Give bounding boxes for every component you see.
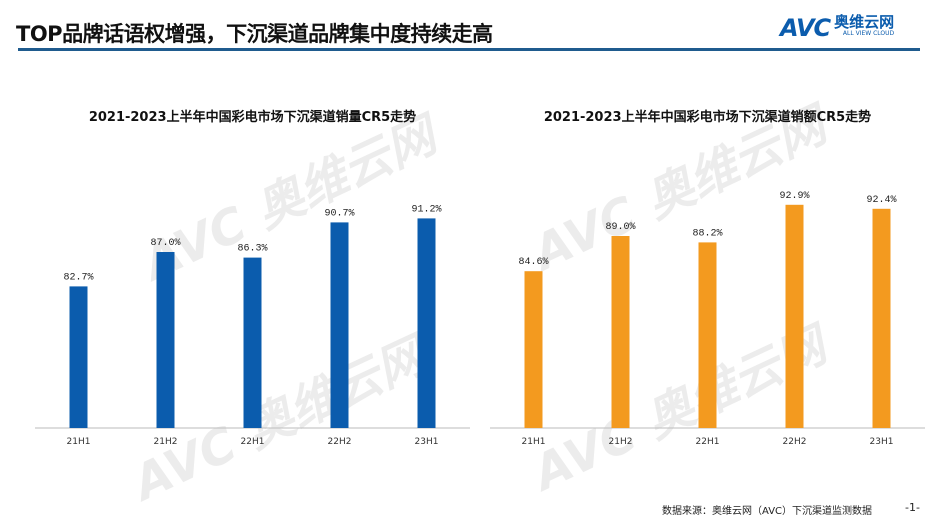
- data-label: 91.2%: [411, 204, 441, 215]
- x-tick-label: 22H2: [783, 437, 807, 447]
- x-tick-label: 22H2: [328, 437, 352, 447]
- page-number: -1-: [905, 501, 920, 514]
- avc-logo: AVC 奥维云网 ALL VIEW CLOUD: [780, 14, 894, 42]
- x-tick-label: 22H1: [241, 437, 265, 447]
- bar-21H2: [611, 236, 630, 428]
- x-tick-label: 22H1: [696, 437, 720, 447]
- bar-22H2: [785, 204, 804, 428]
- bar-21H2: [156, 252, 175, 428]
- logo-cn: 奥维云网: [834, 13, 895, 31]
- chart-title-volume: 2021-2023上半年中国彩电市场下沉渠道销量CR5走势: [88, 110, 417, 125]
- x-tick-label: 21H1: [522, 437, 546, 447]
- page-title: TOP品牌话语权增强，下沉渠道品牌集中度持续走高: [16, 22, 493, 46]
- bar-21H1: [524, 271, 543, 428]
- data-label: 86.3%: [237, 244, 267, 255]
- x-tick-label: 21H1: [67, 437, 91, 447]
- chart-title-value: 2021-2023上半年中国彩电市场下沉渠道销额CR5走势: [543, 110, 872, 125]
- bar-21H1: [69, 286, 88, 428]
- title-divider: [18, 48, 920, 51]
- bar-23H1: [417, 218, 436, 428]
- bar-22H1: [698, 242, 717, 428]
- data-label: 88.2%: [692, 228, 722, 239]
- x-tick-label: 23H1: [415, 437, 439, 447]
- bar-22H1: [243, 257, 262, 428]
- data-label: 92.9%: [779, 191, 809, 202]
- x-tick-label: 23H1: [870, 437, 894, 447]
- bar-23H1: [872, 208, 891, 428]
- x-tick-label: 21H2: [609, 437, 633, 447]
- data-label: 89.0%: [605, 222, 635, 233]
- data-label: 82.7%: [63, 272, 93, 283]
- data-label: 87.0%: [150, 238, 180, 249]
- logo-en: ALL VIEW CLOUD: [842, 30, 895, 37]
- bar-22H2: [330, 222, 349, 428]
- data-source: 数据来源：奥维云网（AVC）下沉渠道监测数据: [662, 506, 873, 517]
- x-tick-label: 21H2: [154, 437, 178, 447]
- data-label: 84.6%: [518, 257, 548, 268]
- data-label: 90.7%: [324, 208, 354, 219]
- data-label: 92.4%: [866, 195, 896, 206]
- logo-mark: AVC: [780, 14, 831, 42]
